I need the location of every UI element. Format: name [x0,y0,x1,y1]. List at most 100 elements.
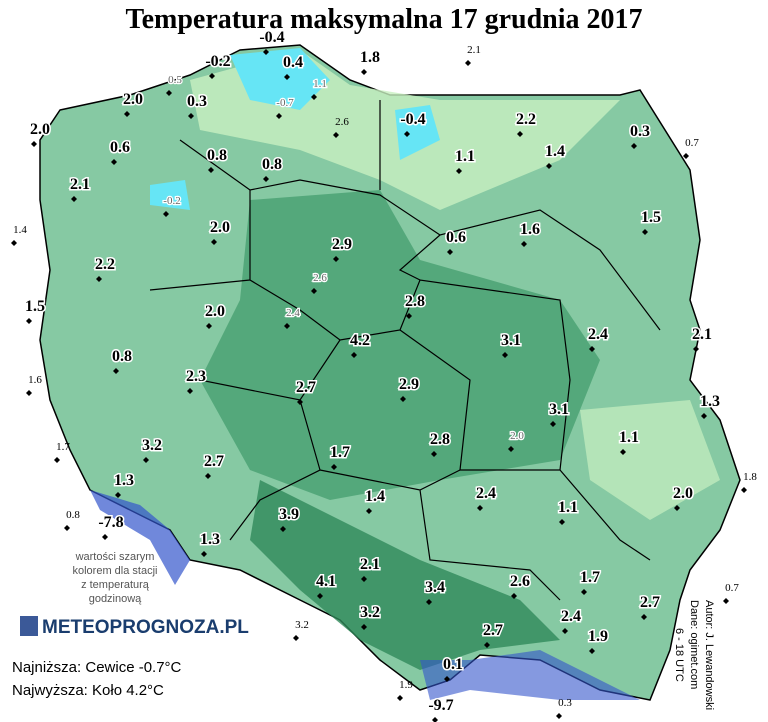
stations: -0.4 -0.2 0.4 1.8 2.1 0.5 1.1 -0.7 2.0 0.3 2.6 -0.4… [11,28,757,722]
station-value: 2.7 [640,594,660,611]
station-marker [102,534,108,540]
station-value: 0.3 [630,123,650,140]
station-value: -0.4 [400,111,425,128]
station-value: 2.9 [332,236,352,253]
logo-icon [20,616,38,636]
station-marker [477,505,483,511]
credits: Autor: J. Lewandowski Dane: ogimet.com 6… [673,600,715,710]
station-value: 2.4 [561,608,581,625]
station-marker [431,451,437,457]
station-marker [111,159,117,165]
station-marker [26,390,32,396]
highest: Najwyższa: Koło 4.2°C [12,682,164,699]
station-marker [317,593,323,599]
station-marker [556,713,562,719]
station-value: 1.1 [455,148,475,165]
station-marker [620,449,626,455]
station-value: 3.4 [425,579,445,596]
station-marker [211,239,217,245]
station-value: 2.2 [95,256,115,273]
station-marker [366,508,372,514]
station-marker [284,323,290,329]
shading [90,48,720,700]
station-value: -0.4 [259,29,284,46]
legend-note: wartości szarym kolorem dla stacji z tem… [73,551,158,605]
station-marker [517,131,523,137]
station-marker [208,167,214,173]
credit: 6 - 18 UTC [673,628,685,682]
station-value: 0.8 [207,147,227,164]
station-marker [284,74,290,80]
station-value: 1.5 [25,298,45,315]
station-value: 0.4 [283,54,303,71]
station-value: 1.4 [13,224,27,236]
station-marker [456,168,462,174]
station-value: 1.8 [743,471,757,483]
station-value: 1.1 [558,499,578,516]
station-value: 1.6 [28,374,42,386]
station-value: 2.6 [313,272,327,284]
station-value: 3.2 [142,437,162,454]
station-value: 1.9 [588,628,608,645]
station-value: 1.6 [520,221,540,238]
station-marker [550,421,556,427]
station-marker [589,346,595,352]
station-marker [631,143,637,149]
station-marker [206,323,212,329]
station-marker [642,229,648,235]
credit: Autor: J. Lewandowski [703,600,715,710]
station-marker [205,473,211,479]
station-marker [562,628,568,634]
lowest: Najniższa: Cewice -0.7°C [12,659,182,676]
station-marker [293,635,299,641]
station-marker [559,519,565,525]
station-value: 1.3 [700,393,720,410]
station-value: 2.0 [205,303,225,320]
logo: METEOPROGNOZA.PL [42,617,249,638]
station-value: 2.0 [210,219,230,236]
note-line: godzinową [89,593,142,605]
station-value: 1.7 [580,569,600,586]
station-marker [404,131,410,137]
station-marker [311,94,317,100]
station-marker [361,624,367,630]
station-value: 2.1 [692,326,712,343]
station-value: 2.0 [30,121,50,138]
station-marker [361,576,367,582]
station-value: 1.8 [360,49,380,66]
station-value: 0.3 [187,93,207,110]
map-title: Temperatura maksymalna 17 grudnia 2017 [125,4,642,35]
station-value: 2.9 [399,376,419,393]
station-marker [113,368,119,374]
station-marker [693,346,699,352]
station-value: 2.3 [186,368,206,385]
station-value: 3.9 [279,506,299,523]
station-marker [143,457,149,463]
station-value: 2.7 [296,379,316,396]
station-marker [331,464,337,470]
station-marker [209,73,215,79]
station-value: 3.2 [360,604,380,621]
station-marker [187,388,193,394]
station-marker [723,598,729,604]
station-marker [297,399,303,405]
station-marker [502,352,508,358]
station-marker [311,288,317,294]
station-marker [581,589,587,595]
station-value: 2.2 [516,111,536,128]
station-marker [163,211,169,217]
station-marker [115,492,121,498]
station-value: 2.4 [286,307,300,319]
station-value: 1.9 [399,679,413,691]
station-value: 1.4 [545,143,565,160]
station-marker [641,614,647,620]
station-marker [426,599,432,605]
station-marker [432,717,438,722]
station-marker [511,593,517,599]
station-marker [31,141,37,147]
station-marker [447,249,453,255]
station-value: 0.8 [66,509,80,521]
station-value: 1.4 [365,488,385,505]
station-value: 2.0 [510,430,524,442]
station-marker [589,648,595,654]
